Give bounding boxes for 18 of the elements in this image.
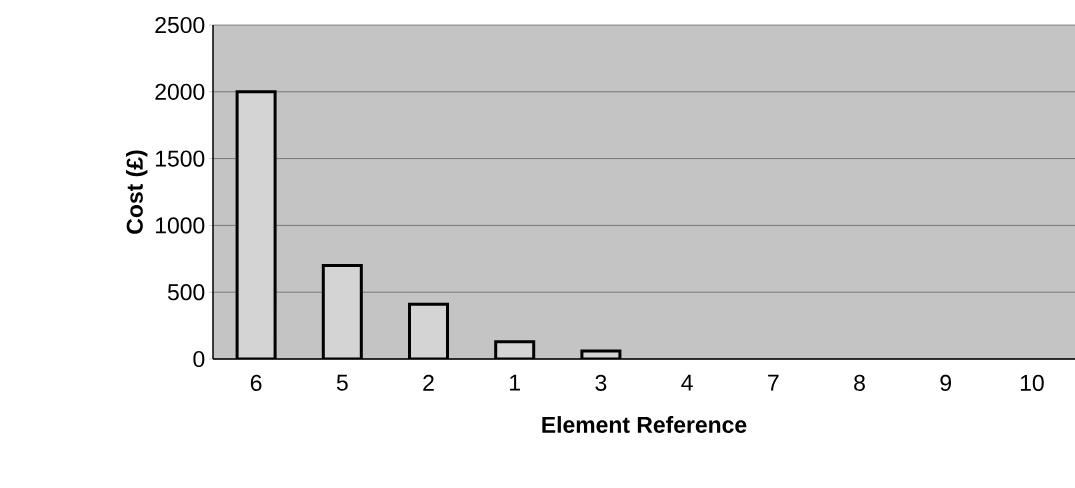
x-axis-title: Element Reference xyxy=(542,416,747,433)
y-tick-label: 1500 xyxy=(156,150,205,167)
y-tick-label: 2500 xyxy=(155,16,205,34)
x-tick-label: 6 xyxy=(250,374,262,391)
x-tick-label: 10 xyxy=(1020,374,1044,391)
x-tick-label: 9 xyxy=(940,374,951,391)
x-tick-label: 3 xyxy=(595,374,607,391)
x-tick-label: 4 xyxy=(681,374,693,391)
x-tick-label: 8 xyxy=(854,374,865,391)
x-tick-label: 7 xyxy=(768,374,779,391)
y-tick-label: 500 xyxy=(167,284,205,301)
y-tick-label: 0 xyxy=(193,350,205,368)
y-tick-label: 1000 xyxy=(156,217,205,234)
x-tick-label: 5 xyxy=(336,374,348,391)
x-tick-label: 1 xyxy=(510,374,520,391)
y-axis-title: Cost (£) xyxy=(126,150,148,234)
x-tick-label: 2 xyxy=(423,374,434,391)
y-tick-label: 2000 xyxy=(155,83,205,100)
